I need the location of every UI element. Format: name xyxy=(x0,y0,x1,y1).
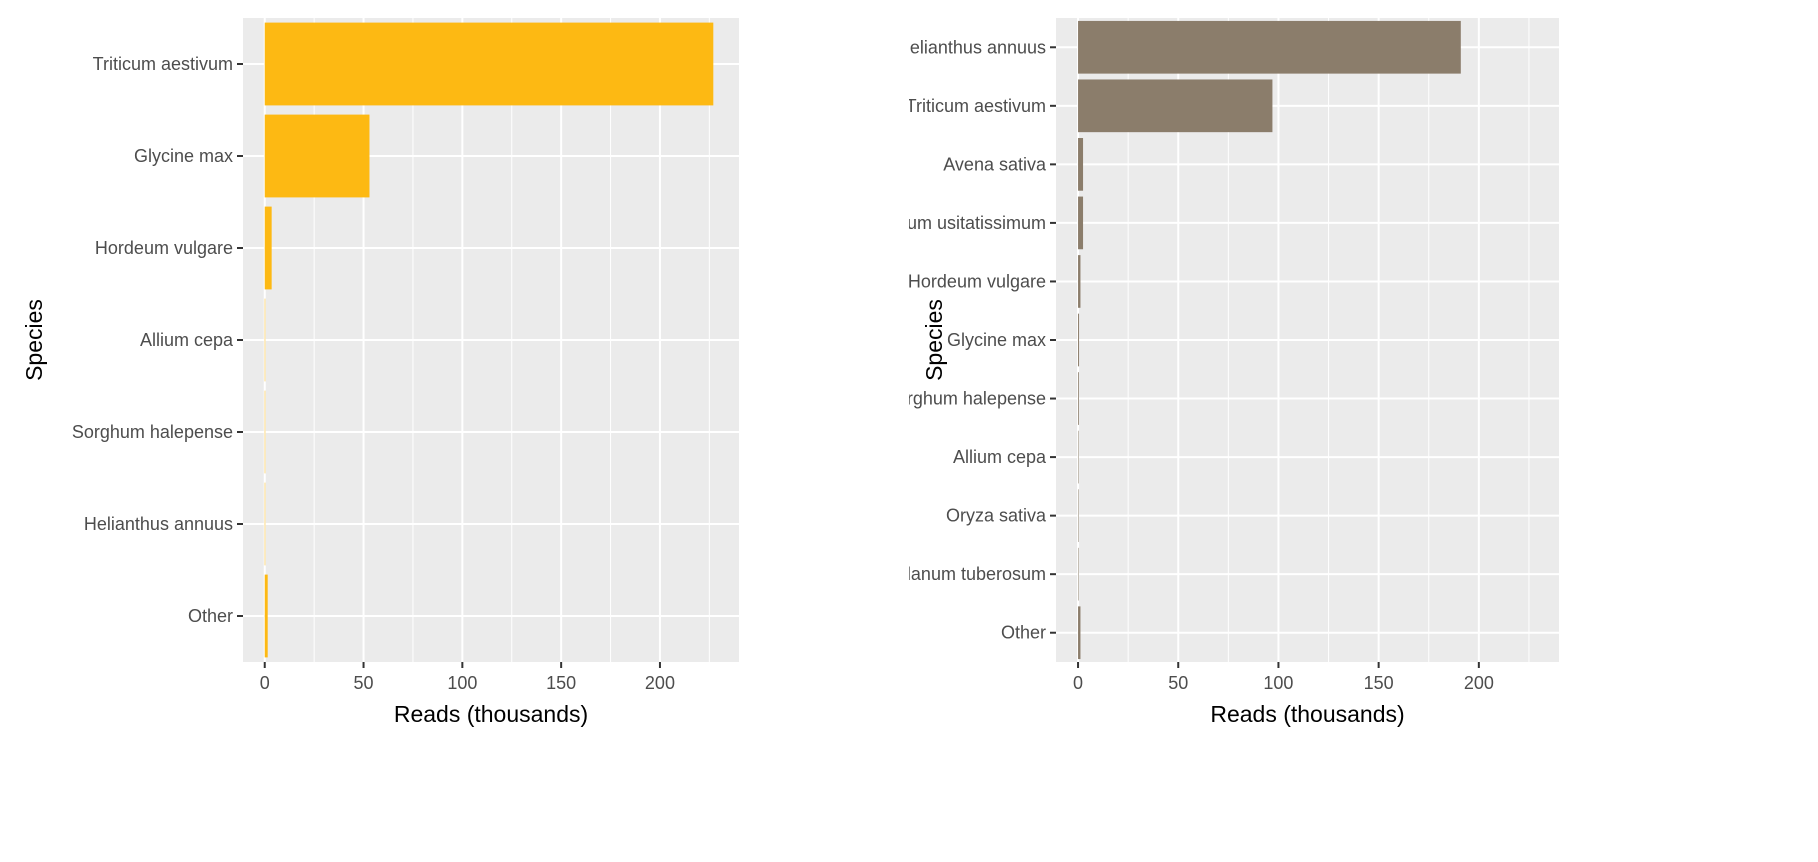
left-chart-bar xyxy=(264,298,266,382)
right-chart-x-tick-label: 50 xyxy=(1168,673,1188,693)
chart-right: Helianthus annuus Triticum aestivum Avena … xyxy=(909,18,1559,727)
left-chart-bar xyxy=(264,22,714,106)
right-chart-y-tick-label: Allium cepa xyxy=(953,447,1047,467)
left-chart-y-tick-label: Triticum aestivum xyxy=(93,54,233,74)
right-chart-x-tick-label: 200 xyxy=(1464,673,1494,693)
right-chart-bar xyxy=(1078,255,1081,308)
right-chart-bar xyxy=(1078,20,1461,74)
left-chart-x-tick-label: 200 xyxy=(645,673,675,693)
left-chart-bar xyxy=(264,574,268,658)
right-chart-y-tick-label: Glycine max xyxy=(947,330,1046,350)
left-chart-bar xyxy=(264,390,266,474)
right-chart-y-tick-label: Helianthus annuus xyxy=(909,37,1046,57)
right-chart-bar xyxy=(1078,313,1080,367)
right-chart-x-tick-label: 100 xyxy=(1263,673,1293,693)
right-chart-y-tick-label: Other xyxy=(1001,623,1046,643)
left-chart-bar xyxy=(264,206,272,290)
right-chart-x-tick-label: 150 xyxy=(1364,673,1394,693)
left-chart-x-tick-label: 150 xyxy=(546,673,576,693)
left-chart-bar xyxy=(264,114,370,198)
left-chart-y-tick-label: Other xyxy=(188,606,233,626)
right-chart-y-tick-label: Triticum aestivum xyxy=(909,96,1046,116)
left-chart-x-tick-label: 50 xyxy=(354,673,374,693)
right-chart-bar xyxy=(1078,430,1079,484)
right-chart-y-tick-label: Solanum tuberosum xyxy=(909,564,1046,584)
left-chart-x-axis-title: Reads (thousands) xyxy=(394,701,588,727)
right-chart-y-tick-label: Avena sativa xyxy=(943,154,1047,174)
right-chart-bar xyxy=(1078,606,1081,660)
right-chart-bar xyxy=(1078,138,1084,191)
left-chart-y-axis-title: Species xyxy=(21,299,47,381)
right-chart-bar xyxy=(1078,489,1079,542)
right-chart-x-tick-label: 0 xyxy=(1073,673,1083,693)
left-chart-y-tick-label: Sorghum halepense xyxy=(72,422,233,442)
right-chart-bar xyxy=(1078,547,1079,601)
left-chart-x-tick-label: 0 xyxy=(260,673,270,693)
right-chart-y-axis-title: Species xyxy=(921,299,947,381)
right-chart-y-tick-label: Linum usitatissimum xyxy=(909,213,1046,233)
left-chart-x-tick-label: 100 xyxy=(447,673,477,693)
right-chart-bar xyxy=(1078,372,1079,425)
right-chart-y-tick-label: Oryza sativa xyxy=(946,506,1047,526)
right-chart-x-axis-title: Reads (thousands) xyxy=(1210,701,1404,727)
right-chart-bar xyxy=(1078,79,1273,133)
right-chart-y-tick-label: Hordeum vulgare xyxy=(909,271,1046,291)
right-chart-bar xyxy=(1078,196,1084,250)
chart-left: Triticum aestivum Glycine max Hordeum vulg… xyxy=(21,18,739,727)
left-chart-y-tick-label: Allium cepa xyxy=(140,330,234,350)
left-chart-y-tick-label: Hordeum vulgare xyxy=(95,238,233,258)
left-chart-bar xyxy=(264,482,266,566)
left-chart-y-tick-label: Helianthus annuus xyxy=(84,514,233,534)
left-chart-y-tick-label: Glycine max xyxy=(134,146,233,166)
right-chart-y-tick-label: Sorghum halepense xyxy=(909,389,1046,409)
